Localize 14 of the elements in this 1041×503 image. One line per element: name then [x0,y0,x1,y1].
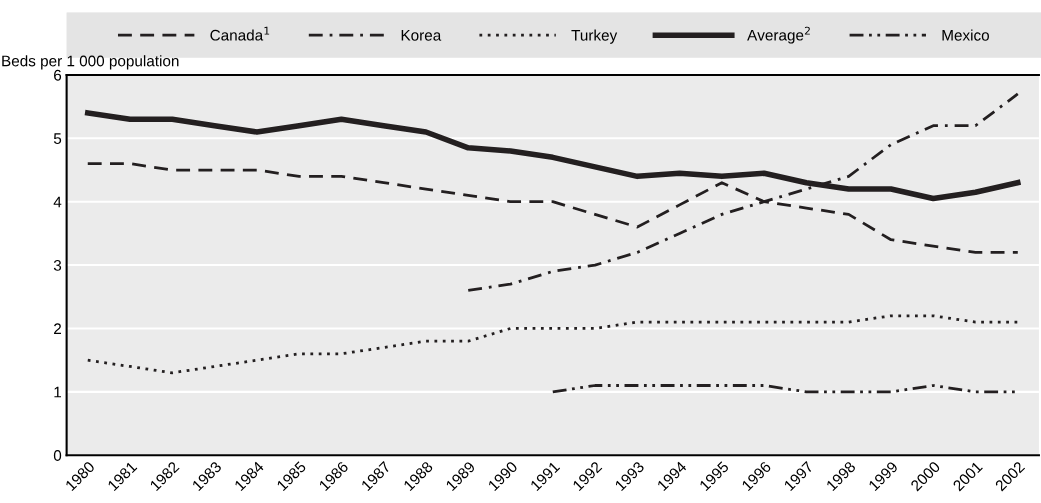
legend-label: Canada$^{1}$ [210,26,270,41]
y-tick-label: 2 [54,323,61,334]
legend-label: Turkey [571,29,618,44]
y-tick-label: 6 [54,69,62,81]
y-axis-title: Beds per 1 000 population [2,55,179,70]
y-tick-label: 1 [54,386,62,398]
legend-label: Average$^{2}$ [747,26,810,44]
y-tick-label: 3 [53,259,62,271]
legend-label: Korea [401,30,442,41]
line-series [86,314,1020,375]
y-tick-label: 0 [53,450,62,461]
y-tick-label: 5 [53,133,62,145]
y-tick-label: 4 [53,196,62,208]
legend-label: Mexico [942,29,989,41]
